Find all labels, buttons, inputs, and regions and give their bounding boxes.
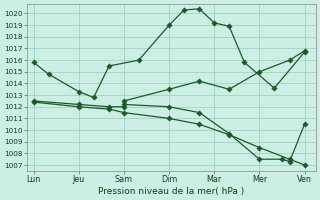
X-axis label: Pression niveau de la mer( hPa ): Pression niveau de la mer( hPa ) (98, 187, 244, 196)
